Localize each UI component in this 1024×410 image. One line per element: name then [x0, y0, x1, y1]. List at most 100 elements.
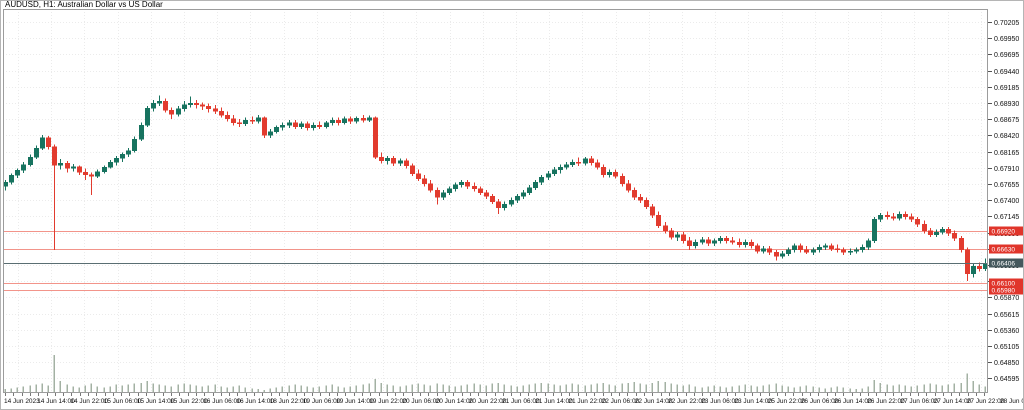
bear-candle — [946, 229, 951, 234]
badge-label: 0.66920 — [992, 229, 1016, 236]
volume-bar — [466, 384, 468, 392]
time-tick-label: 14 Jun 2023 — [4, 398, 40, 405]
bear-candle — [231, 118, 236, 123]
volume-bar — [53, 355, 55, 392]
volume-bar — [571, 383, 573, 392]
bear-candle — [620, 175, 625, 184]
price-tick-label: 0.69695 — [994, 52, 1019, 59]
bear-candle — [706, 239, 711, 244]
bear-candle — [225, 114, 230, 120]
volume-bar — [744, 384, 746, 392]
time-tick-label: 16 Jun 14:00 — [236, 398, 274, 405]
bull-candle — [324, 122, 329, 127]
volume-bar — [898, 384, 900, 392]
axes-layer[interactable]: 0.70205 0.69950 0.69695 0.69440 0.69185 0.689… — [4, 20, 1023, 405]
bull-candle — [860, 247, 865, 251]
bear-candle — [632, 189, 637, 198]
bull-candle — [761, 248, 766, 252]
volume-bar — [762, 385, 764, 392]
volume-bar — [115, 384, 117, 392]
badge-rect — [989, 226, 1023, 236]
volume-bar — [214, 384, 216, 392]
volume-bar — [842, 387, 844, 392]
bull-candle — [558, 166, 563, 170]
volume-bar — [547, 383, 549, 392]
chart-title: AUDUSD, H1: Australian Dollar vs US Doll… — [5, 0, 163, 9]
volume-bar — [479, 384, 481, 392]
bear-candle — [613, 172, 618, 177]
volume-bar — [929, 383, 931, 392]
bull-candle — [274, 126, 279, 132]
volume-bar — [337, 386, 339, 392]
volume-bar — [559, 385, 561, 392]
volume-bar — [66, 384, 68, 392]
volume-bar — [916, 385, 918, 392]
volume-bar — [90, 383, 92, 392]
volume-bar — [349, 386, 351, 392]
bull-candle — [385, 158, 390, 162]
candles-layer — [3, 95, 988, 281]
bull-candle — [872, 219, 877, 242]
volume-bar — [670, 383, 672, 392]
bear-candle — [379, 156, 384, 162]
volume-bar — [923, 384, 925, 392]
volume-bar — [688, 384, 690, 392]
volume-bar — [207, 385, 209, 392]
volume-bar — [725, 387, 727, 392]
plot-border — [3, 9, 988, 393]
volume-bar — [707, 386, 709, 392]
volume-bar — [22, 386, 24, 392]
volume-bar — [904, 385, 906, 392]
time-tick-label: 23 Jun 14:00 — [734, 398, 772, 405]
price-tick-label: 0.67655 — [994, 182, 1019, 189]
volume-bar — [633, 381, 635, 392]
bear-candle — [416, 173, 421, 179]
bull-candle — [817, 247, 822, 251]
bull-candle — [848, 250, 853, 253]
volume-bar — [768, 384, 770, 392]
volume-bar — [152, 383, 154, 392]
bear-candle — [601, 166, 606, 176]
volume-bar — [103, 387, 105, 392]
bear-candle — [484, 192, 489, 197]
volume-bar — [910, 386, 912, 392]
price-tick-label: 0.65615 — [994, 312, 1019, 319]
volume-bar — [399, 386, 401, 392]
volume-bar — [824, 388, 826, 392]
bull-candle — [34, 147, 39, 158]
bull-candle — [311, 125, 316, 129]
volume-bar — [553, 384, 555, 392]
bear-candle — [428, 183, 433, 191]
bull-candle — [940, 229, 945, 233]
volume-bar — [72, 386, 74, 392]
time-tick-label: 19 Jun 14:00 — [336, 398, 374, 405]
price-tick-label: 0.69440 — [994, 69, 1019, 76]
price-tick-label: 0.70205 — [994, 20, 1019, 27]
bull-candle — [786, 249, 791, 254]
bear-candle — [687, 240, 692, 247]
bear-candle — [909, 216, 914, 220]
volume-bar — [750, 385, 752, 392]
bear-candle — [336, 119, 341, 123]
volume-bar — [189, 384, 191, 392]
bull-candle — [509, 199, 514, 205]
bear-candle — [163, 100, 168, 111]
bear-candle — [595, 162, 600, 168]
level-lines-layer[interactable] — [3, 231, 988, 291]
volume-bar — [436, 383, 438, 392]
badge-rect — [989, 258, 1023, 268]
volume-bar — [602, 382, 604, 392]
bull-candle — [71, 166, 76, 169]
time-tick-label: 22 Jun 22:00 — [668, 398, 706, 405]
bear-candle — [798, 245, 803, 251]
bull-candle — [176, 108, 181, 115]
bull-candle — [139, 125, 144, 140]
volume-bar — [226, 387, 228, 392]
bull-candle — [866, 240, 871, 248]
volume-bar — [140, 382, 142, 392]
bull-candle — [145, 107, 150, 126]
volume-bar — [756, 386, 758, 392]
bull-candle — [570, 161, 575, 165]
